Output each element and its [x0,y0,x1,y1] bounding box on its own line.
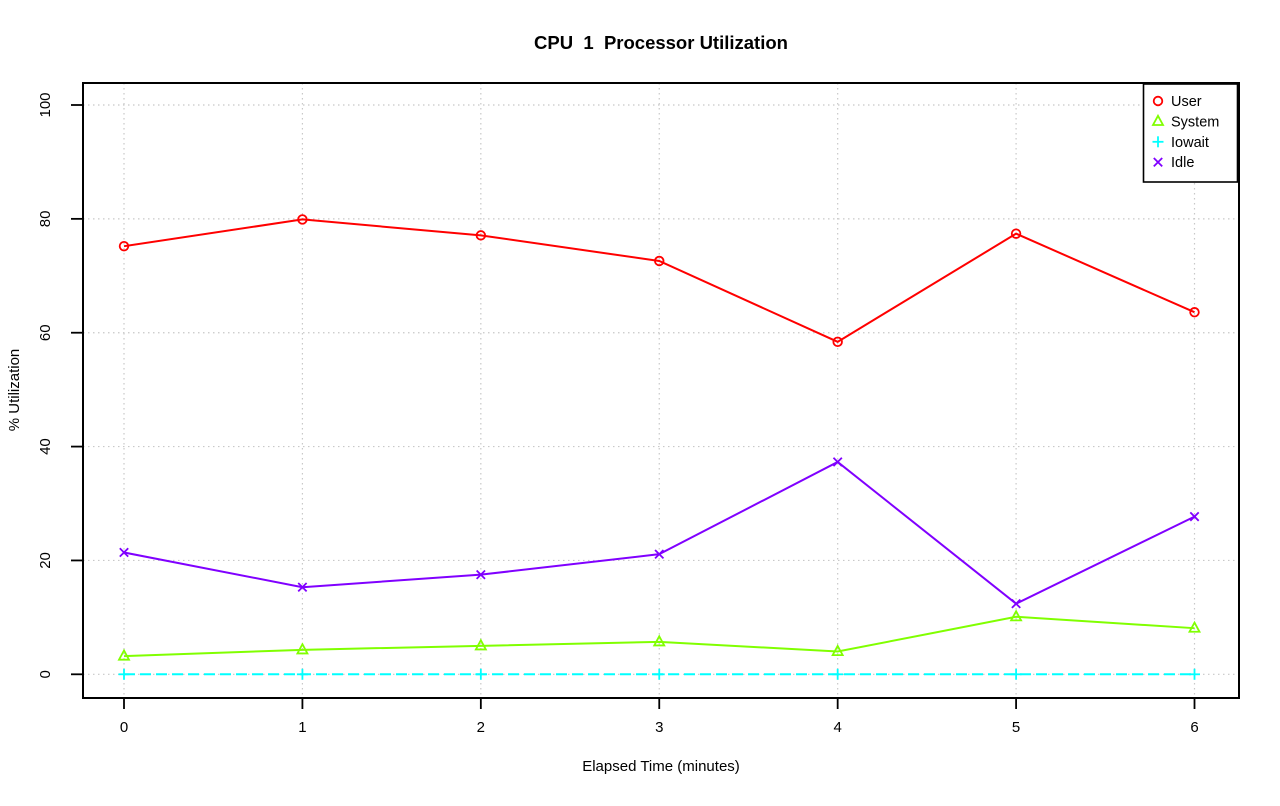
user-point [297,214,308,225]
idle-point [832,457,843,467]
x-tick-label: 0 [120,719,128,736]
plot-border [82,82,1240,699]
system-point [117,648,131,661]
x-tick-label: 1 [298,719,306,736]
y-tick-label: 100 [37,92,54,117]
y-tick-label: 0 [37,670,54,678]
user-point [475,230,487,241]
user-legend-marker-icon [1152,95,1164,107]
legend-item-label: Iowait [1171,135,1209,151]
user-point [654,255,665,267]
idle-point [119,547,129,558]
system-point [1009,609,1023,622]
x-tick-label: 3 [655,719,663,736]
legend-item-label: Idle [1171,155,1194,171]
system-point [1187,620,1202,633]
chart-title: CPU 1 Processor Utilization [534,32,788,53]
system-point [295,642,309,655]
legend-item-label: System [1171,114,1219,130]
user-point [1010,228,1022,239]
user-point [118,240,130,252]
system-point [474,638,488,651]
idle-legend-marker-icon [1153,157,1163,168]
system-point [652,634,666,647]
y-tick-label: 60 [37,324,54,341]
y-tick-label: 20 [37,552,54,569]
system-series-line [123,615,1195,658]
idle-point [475,569,486,580]
idle-point [654,549,665,560]
idle-point [1189,511,1200,522]
idle-point [1011,598,1021,609]
legend-box [1142,83,1239,183]
x-tick-label: 2 [477,719,485,736]
user-series-line [123,218,1195,343]
system-point [831,644,845,657]
legend-item-label: User [1171,94,1202,110]
y-tick-label: 40 [37,438,54,455]
user-point [1189,307,1200,318]
x-tick-label: 4 [833,719,841,736]
y-tick-label: 80 [37,211,54,228]
y-axis-title: % Utilization [6,349,23,432]
x-axis-title: Elapsed Time (minutes) [582,758,740,775]
x-tick-label: 6 [1190,719,1198,736]
system-legend-marker-icon [1151,113,1165,126]
user-point [832,336,843,348]
x-tick-label: 5 [1012,719,1020,736]
idle-point [297,582,308,593]
